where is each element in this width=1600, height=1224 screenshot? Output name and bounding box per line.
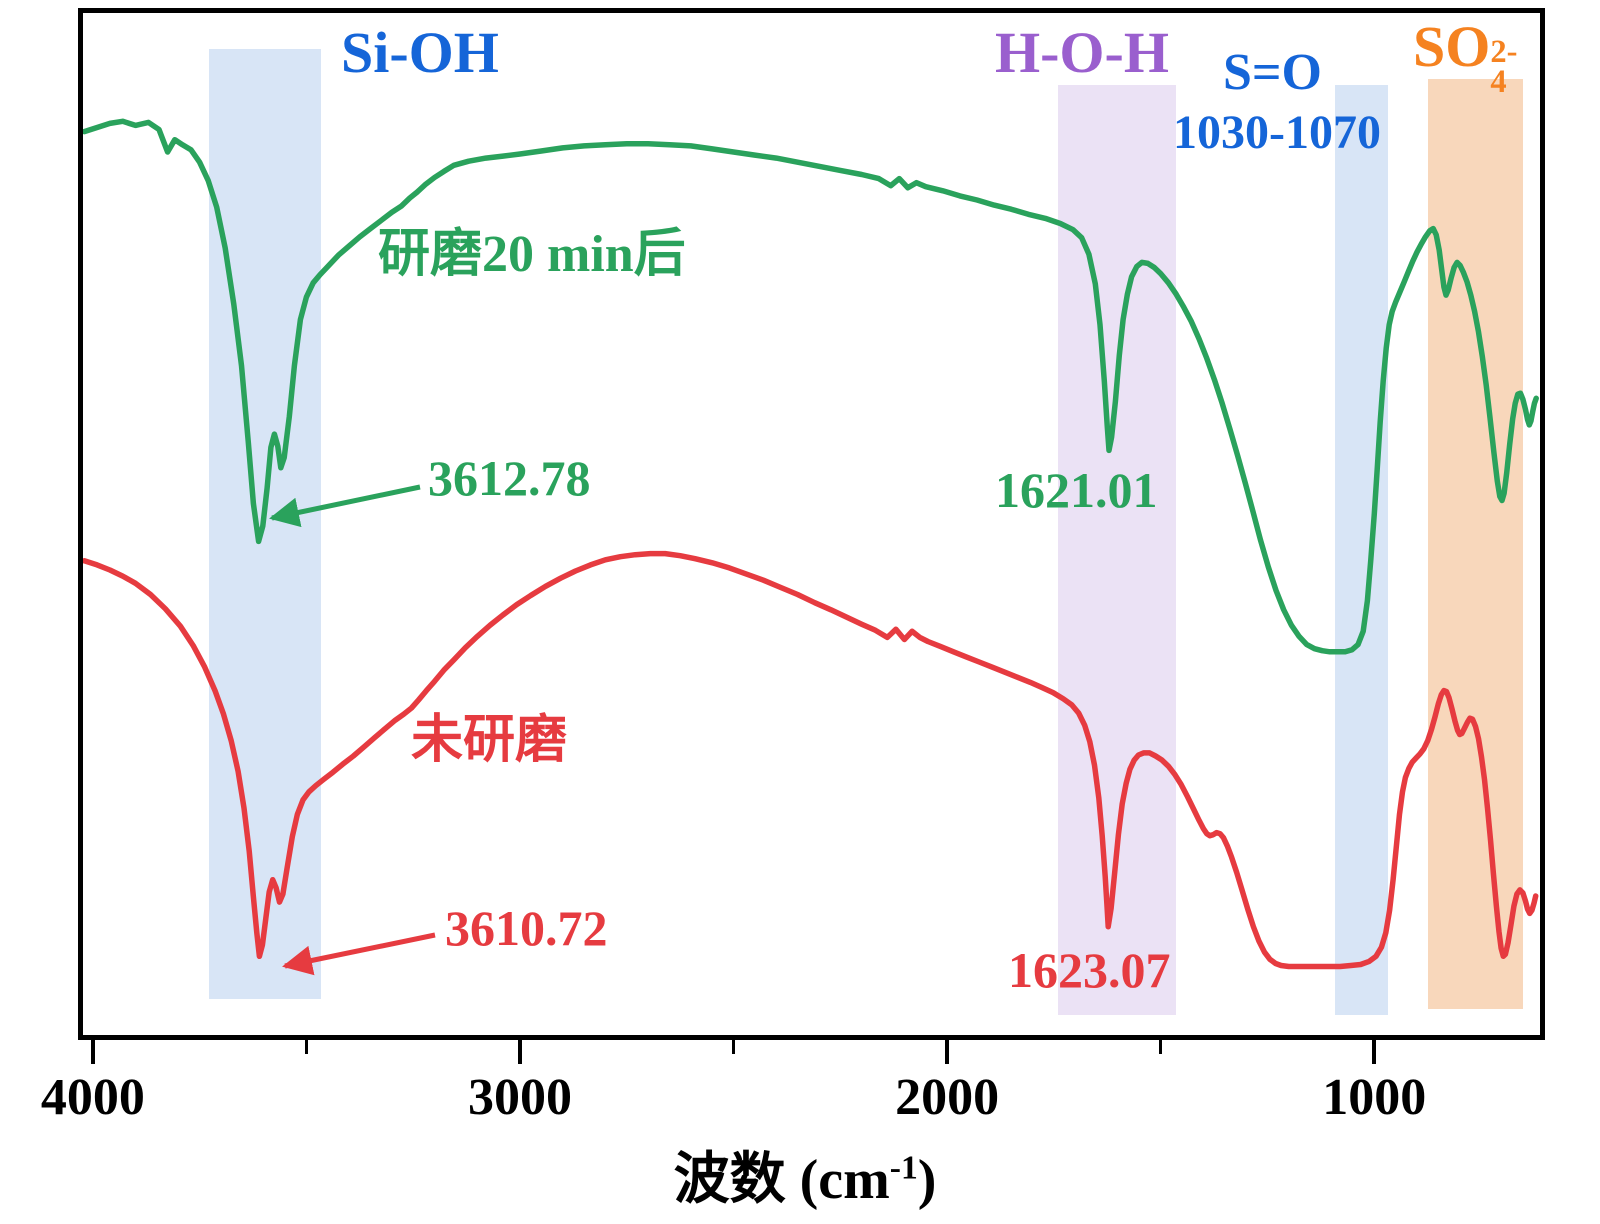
band-label-s-o-range: 1030-1070 <box>1173 106 1381 159</box>
peak-label-green-3612: 3612.78 <box>428 450 591 506</box>
series-label-ground-20min: 研磨20 min后 <box>378 226 686 283</box>
x-tick-label: 3000 <box>467 1069 572 1126</box>
x-axis-minor-tick <box>1159 1040 1163 1054</box>
x-axis-title: 波数 (cm-1) <box>674 1134 937 1215</box>
x-axis-major-tick <box>945 1040 950 1064</box>
x-axis-major-tick <box>1372 1040 1377 1064</box>
x-axis-major-tick <box>90 1040 95 1064</box>
x-tick-label: 4000 <box>40 1069 145 1126</box>
peak-arrow <box>269 484 421 528</box>
plot-area: Si-OH H-O-H S=O 1030-1070 SO 2- 4 研磨20 min… <box>78 8 1545 1040</box>
spectra-curves-svg <box>83 118 1539 976</box>
so4-script-stack: 2- 4 <box>1490 34 1518 100</box>
spectrum-curve-ground-20min <box>83 118 1539 655</box>
so4-superscript: 2- <box>1490 34 1518 71</box>
band-label-h-o-h: H-O-H <box>995 20 1169 85</box>
highlight-bands-layer <box>83 13 1540 1035</box>
peak-label-green-1621: 1621.01 <box>995 462 1158 518</box>
band-label-s-o: S=O <box>1223 44 1322 101</box>
x-axis-title-close: ) <box>917 1149 937 1211</box>
peak-label-red-1623: 1623.07 <box>1008 942 1171 998</box>
so4-subscript: 4 <box>1490 64 1507 100</box>
x-axis-minor-tick <box>304 1040 308 1054</box>
x-axis: 4000 3000 2000 1000 <box>41 1040 1540 1180</box>
so4-base-text: SO <box>1413 14 1491 79</box>
x-tick-label: 1000 <box>1322 1069 1427 1126</box>
series-label-unground: 未研磨 <box>411 712 568 769</box>
band-label-so4: SO 2- 4 <box>1413 13 1517 98</box>
x-tick-label: 2000 <box>895 1069 1000 1126</box>
x-axis-major-tick <box>517 1040 522 1064</box>
peak-label-red-3610: 3610.72 <box>445 900 608 956</box>
highlight-band <box>1334 84 1389 1015</box>
x-axis-title-text: 波数 (cm <box>673 1149 890 1211</box>
highlight-band <box>1428 79 1524 1010</box>
band-label-si-oh: Si-OH <box>341 20 499 85</box>
x-axis-minor-tick <box>732 1040 736 1054</box>
spectrum-curve-unground <box>83 550 1539 970</box>
peak-arrow <box>282 932 436 976</box>
x-axis-title-superscript: -1 <box>889 1149 918 1187</box>
